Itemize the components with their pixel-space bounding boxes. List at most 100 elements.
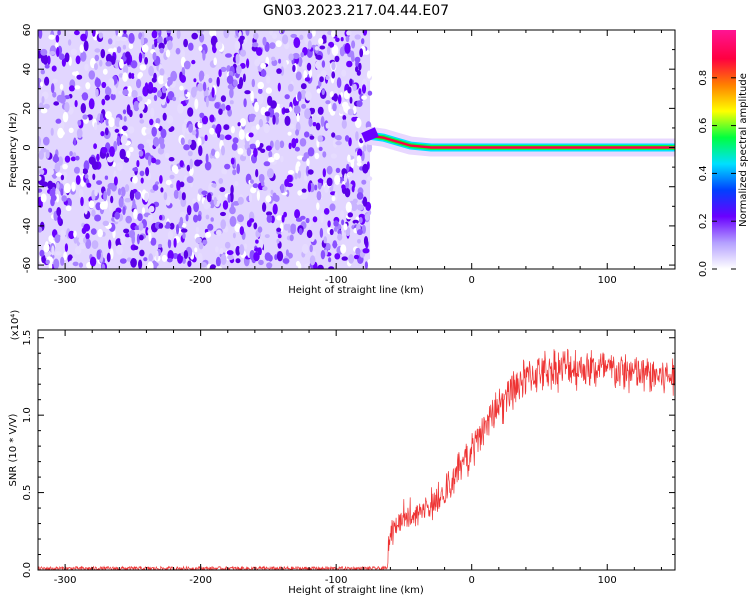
noise-speckle xyxy=(264,111,271,117)
noise-speckle xyxy=(137,143,145,150)
noise-speckle xyxy=(123,30,127,34)
noise-speckle xyxy=(315,54,323,60)
noise-speckle xyxy=(98,32,104,39)
noise-speckle xyxy=(276,68,282,74)
noise-speckle xyxy=(59,95,66,104)
noise-speckle xyxy=(362,30,368,36)
noise-speckle xyxy=(83,160,90,171)
noise-speckle xyxy=(280,183,285,194)
noise-speckle xyxy=(309,135,315,140)
noise-speckle xyxy=(220,211,226,217)
noise-speckle xyxy=(290,33,298,38)
noise-speckle xyxy=(122,44,127,50)
noise-speckle xyxy=(297,190,303,196)
noise-speckle xyxy=(88,200,95,209)
noise-speckle xyxy=(237,83,243,90)
noise-speckle xyxy=(262,202,267,213)
noise-speckle xyxy=(73,166,81,174)
noise-speckle xyxy=(158,42,165,50)
noise-speckle xyxy=(250,90,254,102)
noise-speckle xyxy=(122,206,126,216)
noise-speckle xyxy=(152,262,159,267)
noise-speckle xyxy=(117,30,123,37)
noise-speckle xyxy=(331,44,339,56)
noise-speckle xyxy=(105,86,112,97)
noise-speckle xyxy=(83,223,91,232)
noise-speckle xyxy=(295,129,300,136)
snr-y-axis: 0.0 0.5 1.0 1.5 xyxy=(22,330,675,578)
x-tick-label: -200 xyxy=(189,575,212,586)
noise-speckle xyxy=(150,107,155,118)
noise-speckle xyxy=(214,102,220,109)
noise-speckle xyxy=(79,44,84,53)
noise-speckle xyxy=(143,257,148,262)
noise-speckle xyxy=(134,191,141,200)
noise-speckle xyxy=(271,56,276,62)
noise-speckle xyxy=(265,87,272,94)
noise-speckle xyxy=(358,88,362,95)
noise-speckle xyxy=(186,176,194,184)
noise-speckle xyxy=(173,189,179,199)
noise-speckle xyxy=(223,124,230,131)
noise-speckle xyxy=(300,89,307,100)
noise-speckle xyxy=(322,151,327,158)
noise-speckle xyxy=(145,127,151,135)
noise-speckle xyxy=(311,107,316,114)
noise-speckle xyxy=(122,89,129,96)
noise-speckle xyxy=(308,117,313,127)
noise-speckle xyxy=(335,141,342,146)
noise-speckle xyxy=(334,135,342,140)
x-tick-label: -100 xyxy=(325,575,348,586)
noise-speckle xyxy=(129,146,134,153)
noise-speckle xyxy=(257,226,263,233)
noise-speckle xyxy=(198,145,203,157)
noise-speckle xyxy=(256,93,261,99)
noise-speckle xyxy=(118,73,124,78)
noise-speckle xyxy=(179,85,184,91)
noise-speckle xyxy=(57,127,64,139)
noise-speckle xyxy=(44,76,50,86)
noise-speckle xyxy=(224,163,231,170)
noise-speckle xyxy=(229,216,237,227)
noise-speckle xyxy=(193,214,199,223)
noise-speckle xyxy=(367,176,373,182)
noise-speckle xyxy=(276,215,283,221)
noise-speckle xyxy=(126,257,132,262)
noise-speckle xyxy=(191,32,198,40)
noise-speckle xyxy=(139,119,145,124)
colorbar-tick-label: 0.6 xyxy=(698,118,709,134)
noise-speckle xyxy=(274,139,281,151)
noise-speckle xyxy=(55,34,60,43)
noise-speckle xyxy=(337,233,343,241)
noise-speckle xyxy=(226,250,234,256)
noise-speckle xyxy=(296,113,300,122)
noise-speckle xyxy=(64,52,70,63)
y-tick-label: 1.5 xyxy=(22,330,33,346)
noise-speckle xyxy=(262,186,268,192)
noise-speckle xyxy=(237,122,241,127)
noise-speckle xyxy=(152,52,157,61)
noise-speckle xyxy=(219,134,225,141)
noise-speckle xyxy=(227,193,231,203)
noise-speckle xyxy=(116,162,124,171)
noise-speckle xyxy=(161,99,166,106)
noise-speckle xyxy=(277,82,281,92)
noise-speckle xyxy=(74,85,81,90)
noise-speckle xyxy=(356,155,362,164)
noise-speckle xyxy=(142,86,149,97)
noise-speckle xyxy=(53,101,60,106)
x-tick-label: 100 xyxy=(598,275,617,286)
noise-speckle xyxy=(245,30,250,36)
noise-speckle xyxy=(350,50,355,61)
noise-speckle xyxy=(213,196,217,206)
noise-speckle xyxy=(304,108,311,120)
noise-speckle xyxy=(283,60,287,69)
noise-speckle xyxy=(255,139,260,148)
noise-speckle xyxy=(141,207,146,215)
noise-speckle xyxy=(80,51,87,62)
noise-speckle xyxy=(321,60,326,68)
noise-speckle xyxy=(239,244,245,256)
noise-speckle xyxy=(223,30,230,39)
noise-speckle xyxy=(186,205,192,216)
noise-speckle xyxy=(84,205,88,215)
